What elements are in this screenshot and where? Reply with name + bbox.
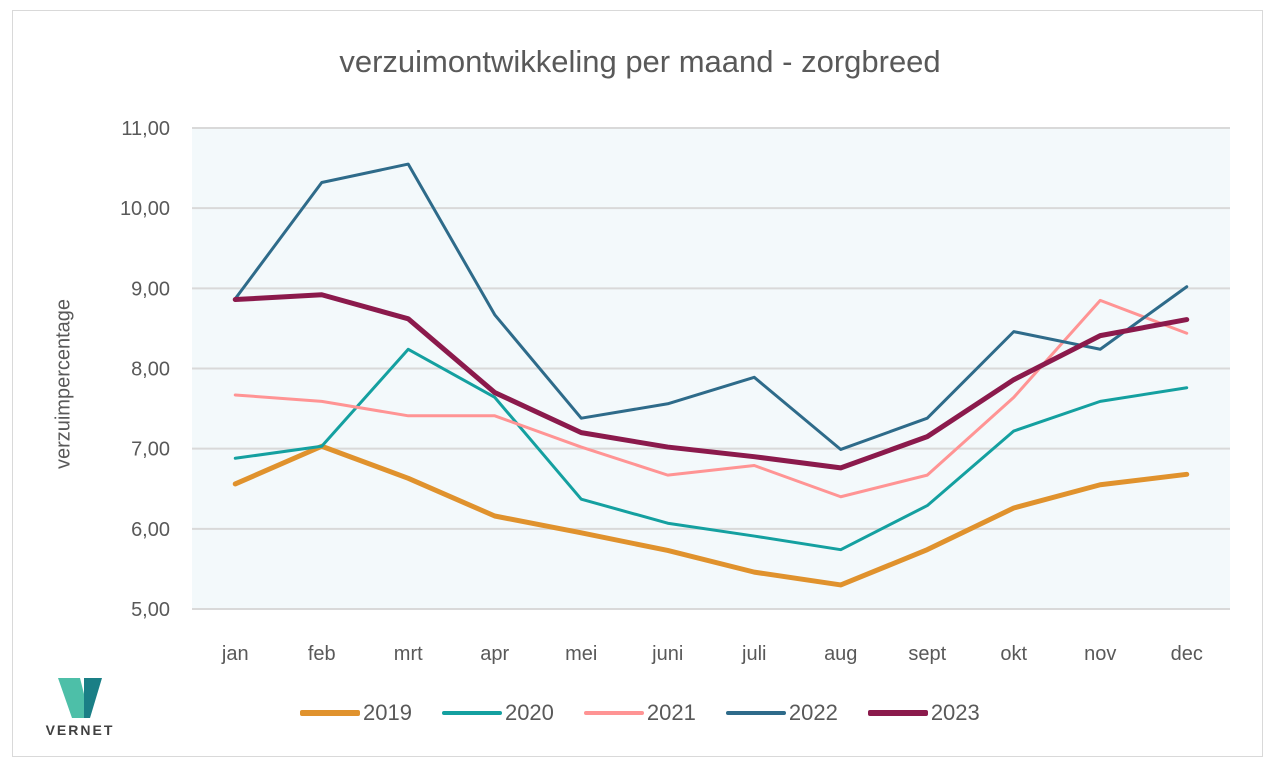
chart-title: verzuimontwikkeling per maand - zorgbree…: [339, 44, 941, 79]
legend-item-2020: 2020: [441, 700, 554, 726]
legend-item-2023: 2023: [867, 700, 980, 726]
series-line-2021: [233, 298, 1189, 499]
y-tick-label: 10,00: [120, 198, 170, 220]
legend-item-2019: 2019: [300, 700, 412, 726]
x-tick-label: okt: [1000, 643, 1027, 665]
x-tick-label: juli: [741, 643, 766, 665]
legend-label: 2023: [930, 700, 980, 725]
x-tick-label: mei: [565, 643, 597, 665]
vernet-logo-icon: [58, 678, 102, 718]
logo-text: VERNET: [45, 722, 115, 738]
legend-label: 2021: [646, 700, 696, 725]
x-tick-label: mrt: [394, 643, 423, 665]
legend-swatch: [725, 711, 786, 715]
legend: 2019 2020 2021 2022 2023: [300, 700, 1010, 726]
series-line-2020: [233, 347, 1189, 552]
legend-swatch: [583, 711, 644, 715]
x-tick-label: jan: [221, 643, 249, 665]
y-tick-label: 7,00: [131, 439, 170, 461]
x-tick-label: nov: [1084, 643, 1116, 665]
legend-label: 2022: [788, 700, 838, 725]
x-tick-label: sept: [908, 643, 946, 665]
series-line-2023: [232, 292, 1190, 471]
legend-item-2022: 2022: [725, 700, 838, 726]
x-tick-label: aug: [824, 643, 857, 665]
y-tick-label: 6,00: [131, 519, 170, 541]
legend-swatch: [441, 711, 502, 715]
x-tick-label: apr: [480, 643, 509, 665]
x-tick-label: feb: [308, 643, 336, 665]
legend-swatch: [867, 710, 928, 716]
y-tick-label: 9,00: [131, 278, 170, 300]
x-tick-label: dec: [1171, 643, 1203, 665]
y-tick-label: 8,00: [131, 359, 170, 381]
legend-item-2021: 2021: [583, 700, 696, 726]
legend-label: 2020: [504, 700, 554, 725]
x-tick-label: juni: [651, 643, 683, 665]
series-line-2022: [233, 162, 1189, 451]
legend-label: 2019: [363, 700, 412, 725]
legend-swatch: [300, 710, 360, 716]
y-tick-label: 11,00: [121, 118, 170, 140]
series-line-2019: [232, 443, 1190, 588]
y-tick-label: 5,00: [131, 599, 170, 621]
